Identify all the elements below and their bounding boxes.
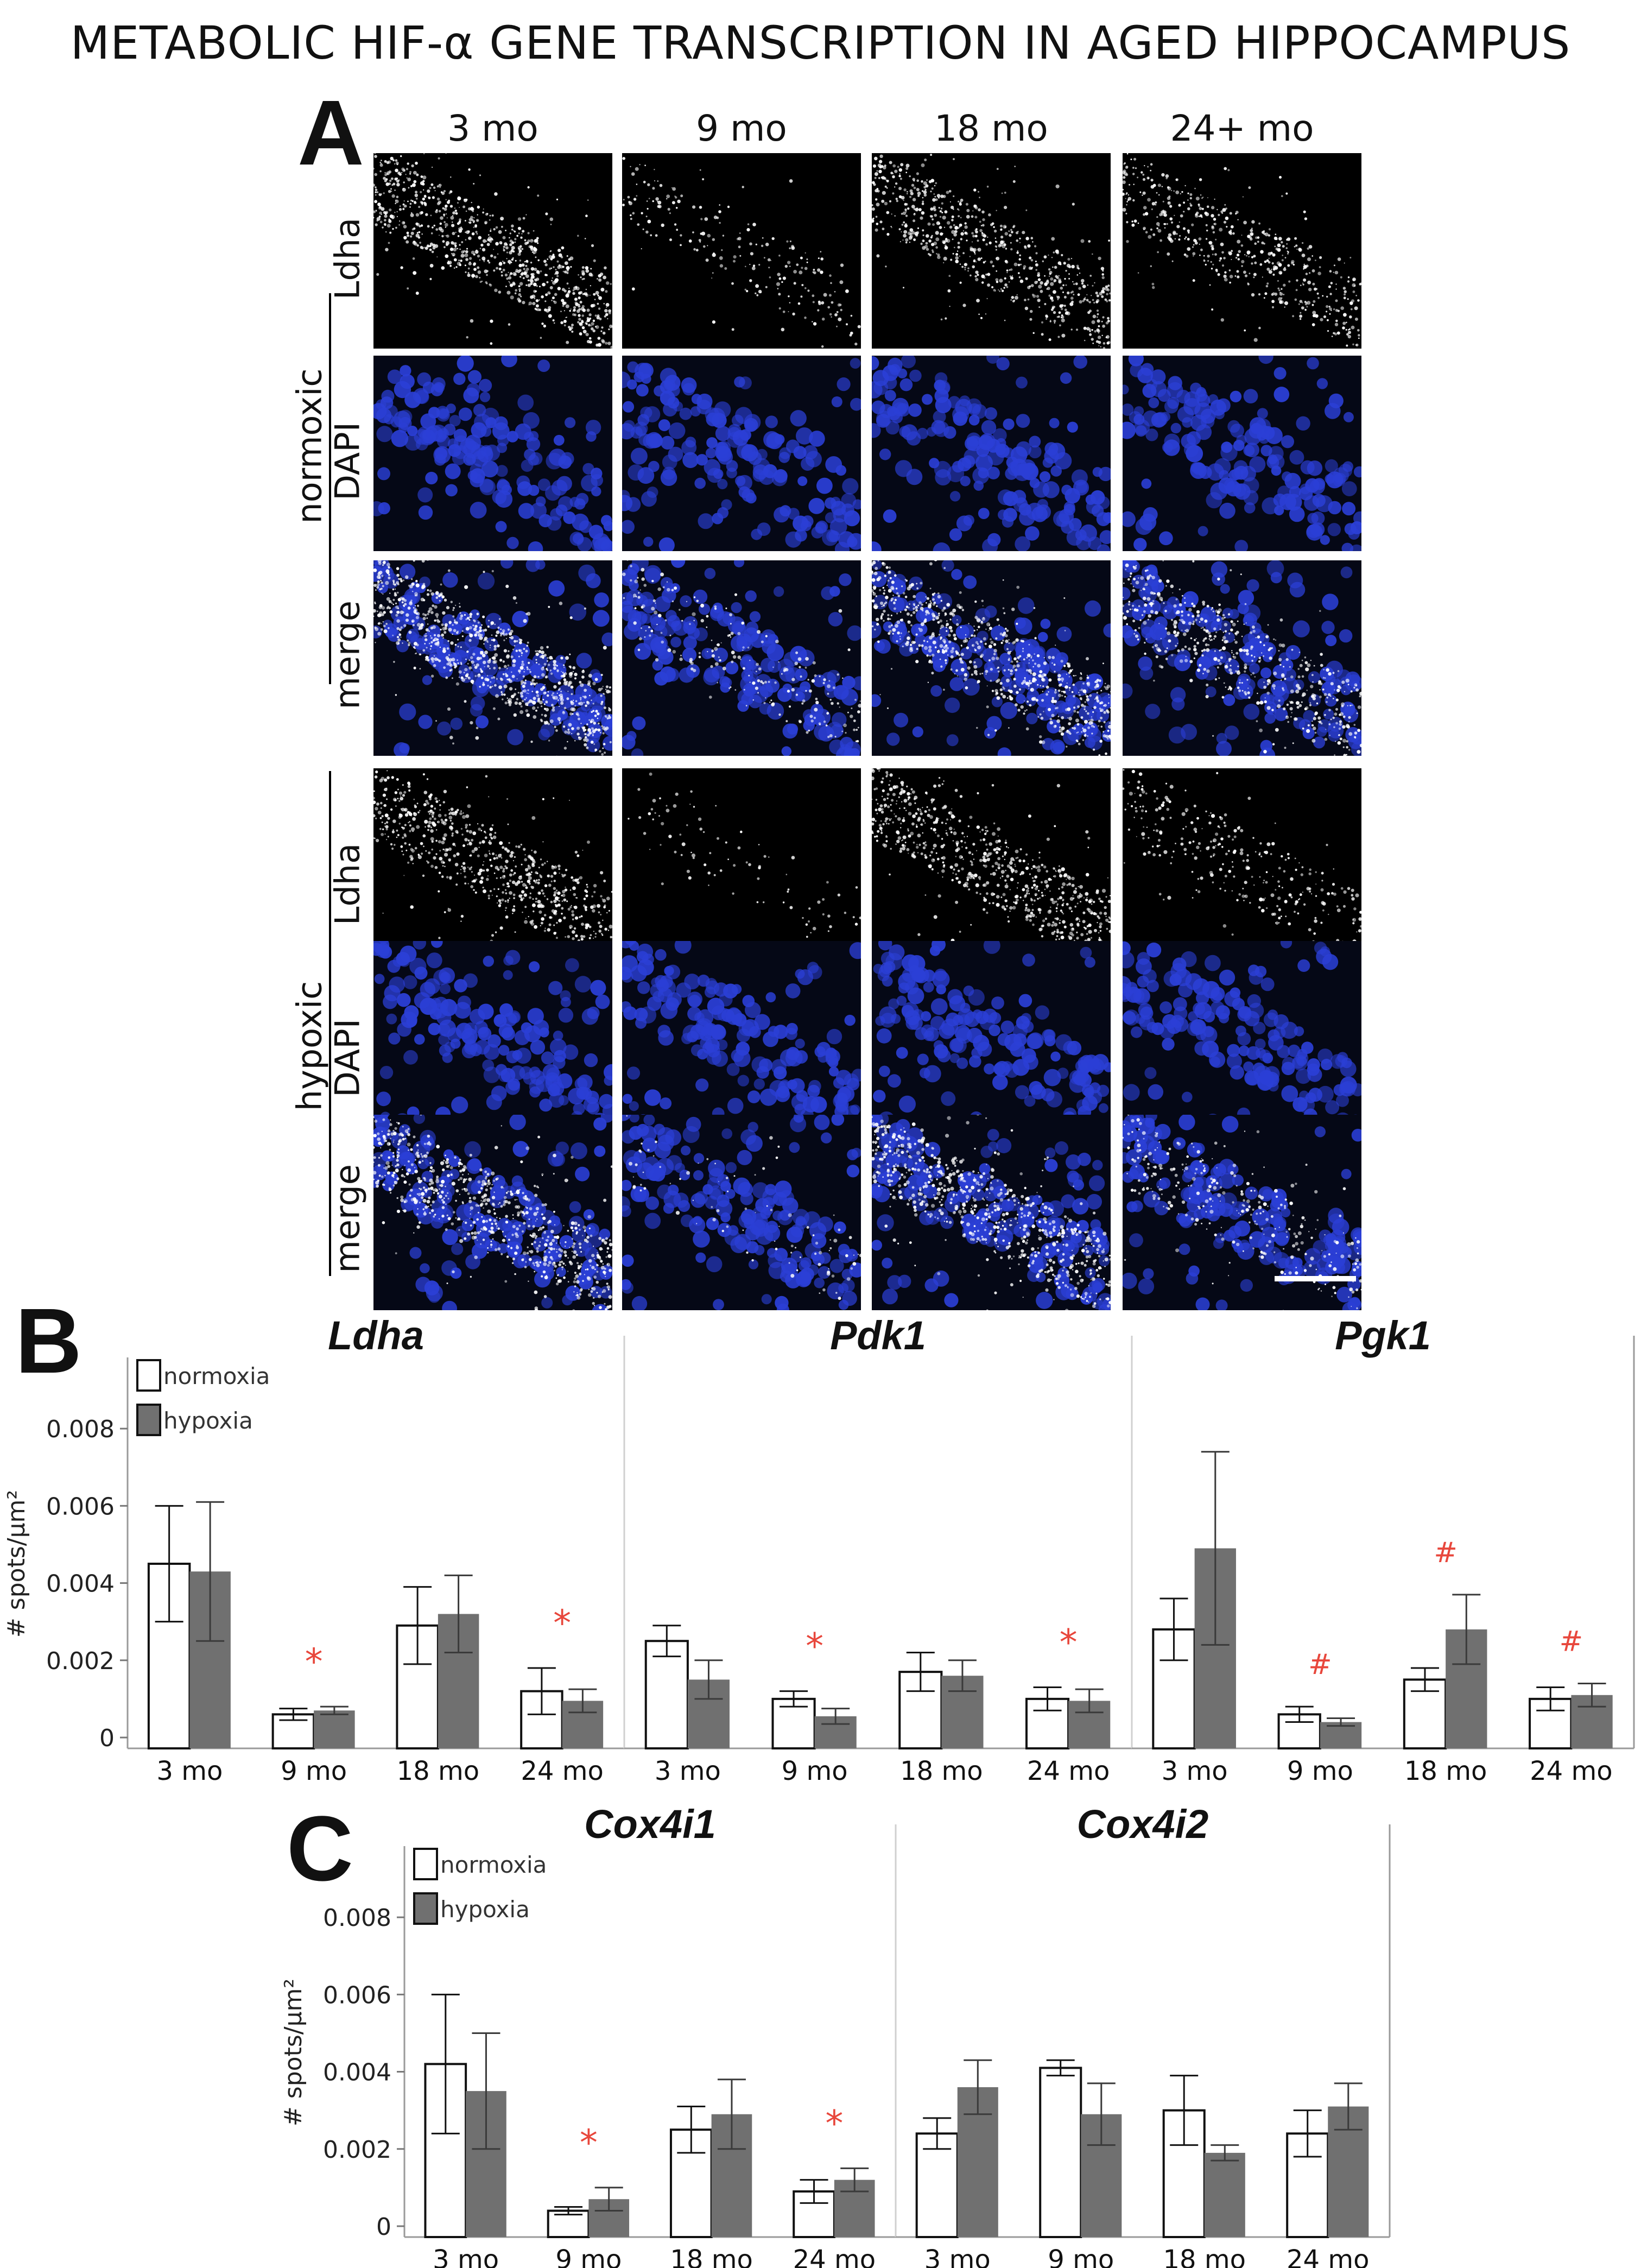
column-header-24mo: 24+ mo: [1170, 108, 1314, 149]
micrograph-dapi-18mo: [872, 356, 1111, 551]
micrograph-dapi-3mo: [373, 941, 612, 1136]
micrograph-ldha-18mo: [872, 768, 1111, 964]
pdk1-x-tick-label: 24 mo: [1027, 1756, 1110, 1786]
pdk1-bar-normoxia-18-mo: [898, 1671, 943, 1749]
micrograph-ldha-24mo: [1123, 153, 1361, 349]
micrograph-merge-3mo: [373, 560, 612, 756]
ldha-x-tick-label: 3 mo: [156, 1756, 223, 1786]
ldha-y-tick-label: 0.002: [46, 1647, 115, 1675]
cox4i1-y-tick-label: 0.002: [323, 2136, 391, 2164]
cox4i1-y-tick-label: 0: [376, 2213, 391, 2241]
pdk1-significance-mark: *: [806, 1626, 823, 1667]
micrograph-ldha-24mo: [1123, 768, 1361, 964]
pgk1-significance-mark: #: [1434, 1537, 1458, 1569]
micrograph-ldha-9mo: [622, 768, 861, 964]
cox4i1-significance-mark: *: [825, 2102, 843, 2144]
pgk1-chart-title: Pgk1: [1335, 1313, 1431, 1358]
micrograph-dapi-3mo: [373, 356, 612, 551]
cox4i1-bar-normoxia-24-mo: [793, 2190, 835, 2238]
pdk1-x-tick-label: 3 mo: [655, 1756, 721, 1786]
cox4i2-bar-normoxia-3-mo: [915, 2132, 959, 2238]
panel-letter-b: B: [15, 1290, 82, 1393]
pgk1-x-tick-label: 24 mo: [1530, 1756, 1612, 1786]
normoxic-bracket-line: [329, 293, 331, 684]
figure-title: METABOLIC HIF-α GENE TRANSCRIPTION IN AG…: [70, 16, 1571, 70]
micrograph-dapi-18mo: [872, 941, 1111, 1136]
cox4i1-y-axis-label: # spots/µm²: [280, 1979, 307, 2126]
micrograph-dapi-9mo: [622, 941, 861, 1136]
ldha-y-tick-label: 0.006: [46, 1493, 115, 1520]
cox4i1-x-tick-label: 3 mo: [433, 2245, 499, 2268]
cox4i1-x-tick-label: 18 mo: [670, 2245, 752, 2268]
micrograph-ldha-9mo: [622, 153, 861, 349]
legend-swatch-normoxia: [413, 1848, 438, 1880]
legend-swatch-hypoxia: [413, 1892, 438, 1925]
ldha-significance-mark: *: [305, 1641, 323, 1683]
cox4i2-x-tick-label: 3 mo: [924, 2245, 991, 2268]
cox4i1-x-tick-label: 9 mo: [555, 2245, 622, 2268]
cox4i2-x-tick-label: 9 mo: [1048, 2245, 1114, 2268]
column-header-9mo: 9 mo: [696, 108, 787, 149]
ldha-x-tick-label: 24 mo: [521, 1756, 603, 1786]
micrograph-merge-24mo: [1123, 560, 1361, 756]
pgk1-significance-mark: #: [1560, 1625, 1583, 1658]
pdk1-chart-title: Pdk1: [830, 1313, 926, 1358]
micrograph-ldha-3mo: [373, 153, 612, 349]
ldha-chart-title: Ldha: [328, 1313, 424, 1358]
micrograph-ldha-18mo: [872, 153, 1111, 349]
ldha-y-tick-label: 0.004: [46, 1570, 115, 1598]
pdk1-x-tick-label: 18 mo: [900, 1756, 983, 1786]
ldha-bar-normoxia-18-mo: [396, 1624, 439, 1750]
cox4i2-x-tick-label: 24 mo: [1287, 2245, 1369, 2268]
cox4i1-y-tick-label: 0.004: [323, 2059, 391, 2087]
cox4i1-significance-mark: *: [580, 2122, 598, 2164]
cox4i2-chart-title: Cox4i2: [1077, 1802, 1209, 1847]
cox4i2-x-tick-label: 18 mo: [1163, 2245, 1246, 2268]
cox4i1-chart-title: Cox4i1: [584, 1802, 716, 1847]
legend-label-normoxia: normoxia: [163, 1363, 270, 1389]
panel-letter-c: C: [287, 1797, 353, 1900]
cox4i1-y-tick-label: 0.008: [323, 1904, 391, 1932]
micrograph-merge-3mo: [373, 1115, 612, 1310]
micrograph-dapi-9mo: [622, 356, 861, 551]
legend-label-hypoxia: hypoxia: [440, 1896, 530, 1923]
panel-letter-a: A: [297, 81, 364, 185]
micrograph-merge-18mo: [872, 1115, 1111, 1310]
ldha-bar-hypoxia-9-mo: [314, 1710, 355, 1748]
column-header-18mo: 18 mo: [934, 108, 1048, 149]
legend-swatch-normoxia: [136, 1359, 161, 1392]
pdk1-significance-mark: *: [1060, 1622, 1078, 1664]
ldha-significance-mark: *: [553, 1602, 571, 1644]
ldha-y-tick-label: 0: [99, 1724, 115, 1752]
hypoxic-bracket-line: [329, 771, 331, 1276]
pgk1-x-tick-label: 3 mo: [1162, 1756, 1228, 1786]
scale-bar: [1275, 1276, 1356, 1281]
cox4i1-y-tick-label: 0.006: [323, 1981, 391, 2009]
legend-label-normoxia: normoxia: [440, 1852, 547, 1878]
legend-swatch-hypoxia: [136, 1404, 161, 1436]
micrograph-dapi-24mo: [1123, 356, 1361, 551]
micrograph-dapi-24mo: [1123, 941, 1361, 1136]
pdk1-x-tick-label: 9 mo: [782, 1756, 848, 1786]
micrograph-ldha-3mo: [373, 768, 612, 964]
micrograph-merge-9mo: [622, 1115, 861, 1310]
cox4i1-x-tick-label: 24 mo: [793, 2245, 876, 2268]
micrograph-merge-9mo: [622, 560, 861, 756]
cox4i2-bar-normoxia-9-mo: [1039, 2067, 1082, 2238]
ldha-x-tick-label: 18 mo: [397, 1756, 479, 1786]
ldha-x-tick-label: 9 mo: [281, 1756, 347, 1786]
ldha-y-tick-label: 0.008: [46, 1416, 115, 1443]
legend-label-hypoxia: hypoxia: [163, 1407, 253, 1434]
pgk1-x-tick-label: 9 mo: [1287, 1756, 1353, 1786]
pgk1-significance-mark: #: [1308, 1648, 1332, 1681]
column-header-3mo: 3 mo: [447, 108, 538, 149]
ldha-y-axis-label: # spots/µm²: [3, 1490, 30, 1638]
pgk1-x-tick-label: 18 mo: [1404, 1756, 1487, 1786]
micrograph-merge-18mo: [872, 560, 1111, 756]
cox4i2-bar-hypoxia-18-mo: [1204, 2152, 1245, 2237]
